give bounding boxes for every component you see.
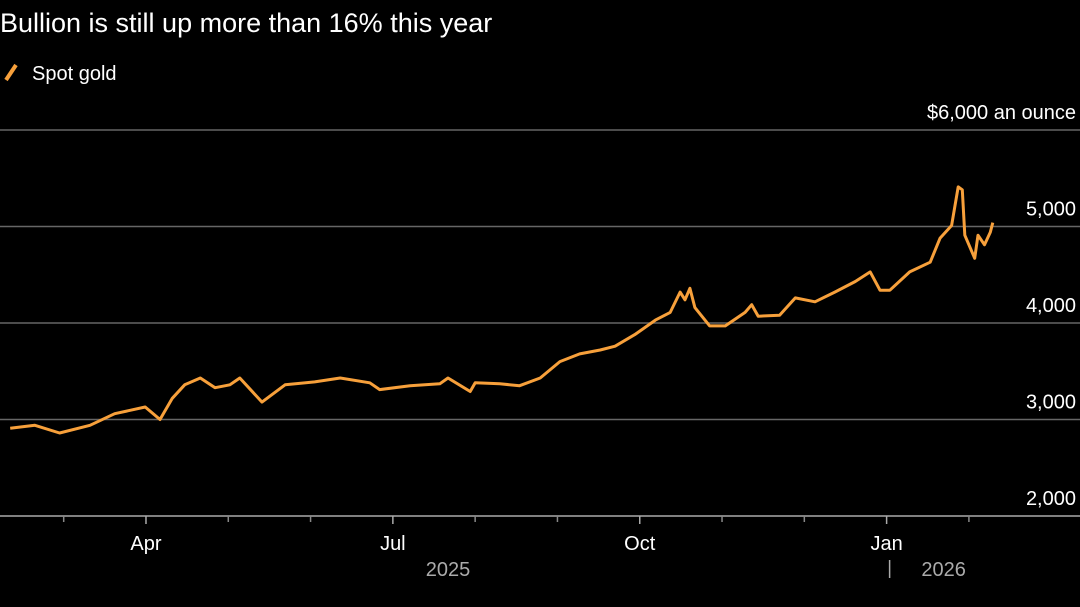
chart-subtitle: Bullion is still up more than 16% this y… (0, 8, 492, 38)
y-tick-label: 2,000 (1026, 488, 1076, 510)
series-line (10, 185, 995, 435)
legend-label: Spot gold (32, 63, 117, 85)
y-tick-label: $6,000 an ounce (927, 102, 1076, 124)
x-tick-label: Jan (870, 533, 902, 555)
y-tick-label: 5,000 (1026, 199, 1076, 221)
x-tick-label: Apr (130, 533, 161, 555)
y-tick-label: 4,000 (1026, 295, 1076, 317)
year-label: 2025 (426, 559, 471, 581)
x-tick-label: Oct (624, 533, 656, 555)
y-tick-label: 3,000 (1026, 392, 1076, 414)
year-label: 2026 (921, 559, 966, 581)
x-tick-label: Jul (380, 533, 406, 555)
legend-swatch (4, 63, 18, 82)
